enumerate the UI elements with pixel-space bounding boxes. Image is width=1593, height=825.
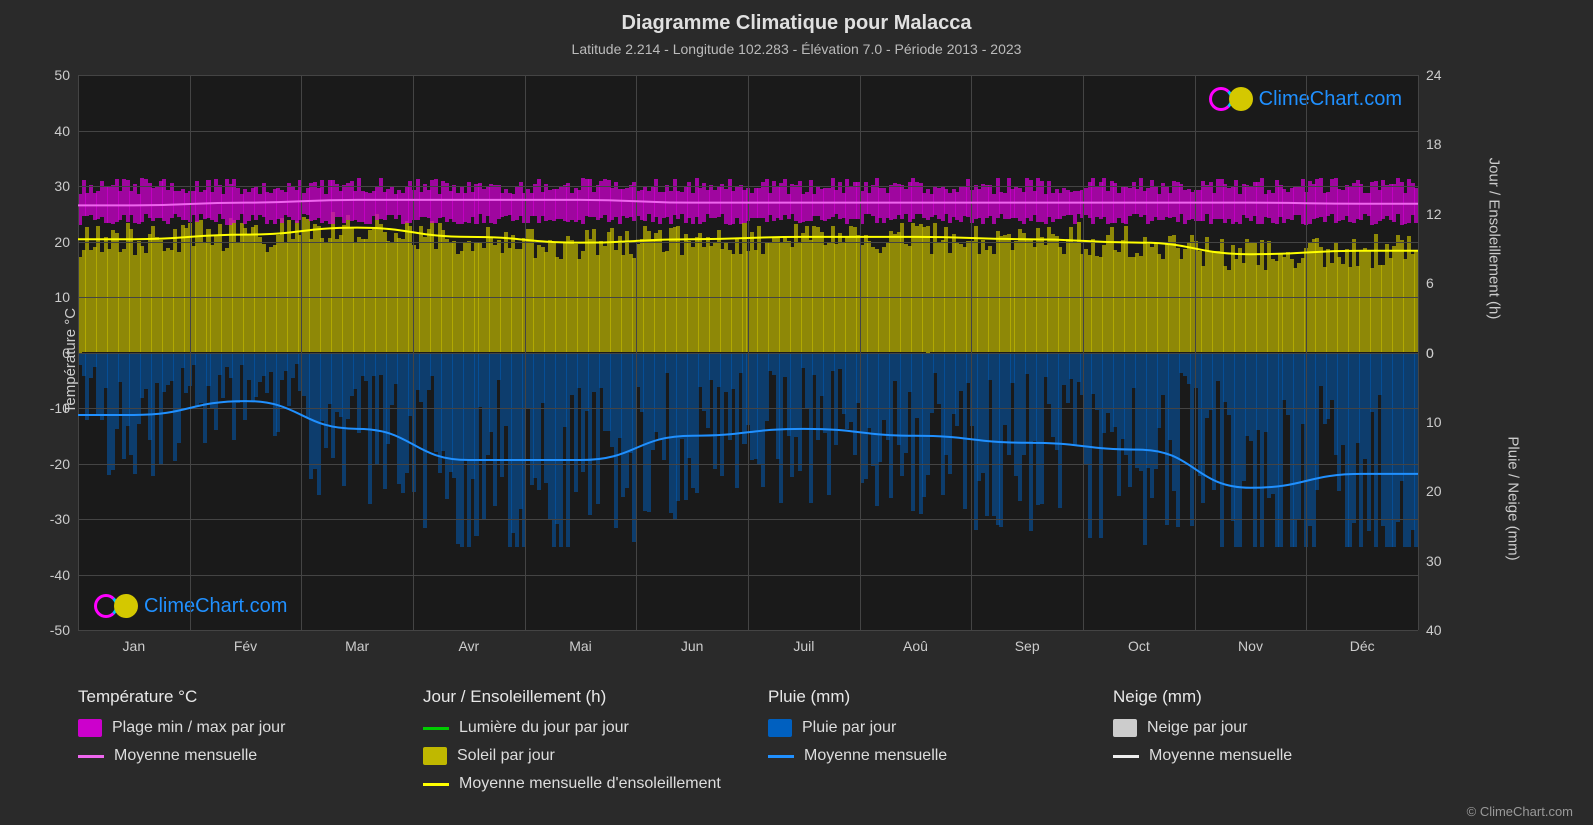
x-tick: Déc: [1350, 638, 1375, 654]
y-axis-left-title: Température °C: [62, 308, 79, 413]
legend-item: Moyenne mensuelle: [78, 747, 383, 765]
legend-label: Moyenne mensuelle d'ensoleillement: [459, 775, 721, 793]
y-tick-right-bottom: 20: [1426, 483, 1442, 499]
y-tick-right-top: 12: [1426, 206, 1442, 222]
y-tick-left: 40: [54, 123, 70, 139]
legend-item: Lumière du jour par jour: [423, 719, 728, 737]
legend-item: Pluie par jour: [768, 719, 1073, 737]
swatch-icon: [423, 783, 449, 786]
legend-header: Température °C: [78, 687, 383, 707]
legend-label: Moyenne mensuelle: [804, 747, 947, 765]
y-tick-left: -40: [50, 567, 70, 583]
x-tick: Mai: [569, 638, 592, 654]
climate-chart: Diagramme Climatique pour Malacca Latitu…: [0, 0, 1593, 825]
legend-label: Moyenne mensuelle: [114, 747, 257, 765]
x-tick: Fév: [234, 638, 257, 654]
x-tick: Jan: [123, 638, 146, 654]
y-tick-right-top: 24: [1426, 67, 1442, 83]
swatch-icon: [78, 719, 102, 737]
x-tick: Mar: [345, 638, 369, 654]
y-axis-right-top-title: Jour / Ensoleillement (h): [1486, 158, 1503, 320]
y-tick-left: -20: [50, 456, 70, 472]
y-tick-right-top: 6: [1426, 275, 1434, 291]
copyright: © ClimeChart.com: [1467, 804, 1573, 819]
swatch-icon: [1113, 755, 1139, 758]
legend: Température °C Plage min / max par jour …: [78, 687, 1418, 803]
legend-col-sun: Jour / Ensoleillement (h) Lumière du jou…: [423, 687, 728, 803]
legend-label: Soleil par jour: [457, 747, 555, 765]
chart-title: Diagramme Climatique pour Malacca: [0, 0, 1593, 35]
y-tick-left: 30: [54, 178, 70, 194]
x-tick: Juil: [793, 638, 814, 654]
legend-header: Neige (mm): [1113, 687, 1418, 707]
swatch-icon: [423, 747, 447, 765]
legend-item: Moyenne mensuelle: [768, 747, 1073, 765]
y-tick-right-top: 18: [1426, 136, 1442, 152]
legend-item: Moyenne mensuelle: [1113, 747, 1418, 765]
y-tick-right-bottom: 10: [1426, 414, 1442, 430]
legend-label: Pluie par jour: [802, 719, 896, 737]
swatch-icon: [1113, 719, 1137, 737]
legend-col-snow: Neige (mm) Neige par jour Moyenne mensue…: [1113, 687, 1418, 803]
legend-label: Neige par jour: [1147, 719, 1248, 737]
legend-col-rain: Pluie (mm) Pluie par jour Moyenne mensue…: [768, 687, 1073, 803]
legend-item: Moyenne mensuelle d'ensoleillement: [423, 775, 728, 793]
y-tick-left: 10: [54, 289, 70, 305]
legend-label: Lumière du jour par jour: [459, 719, 629, 737]
plot-area: ClimeChart.com ClimeChart.com -50-40-30-…: [78, 75, 1418, 630]
y-tick-left: -30: [50, 511, 70, 527]
x-tick: Avr: [458, 638, 479, 654]
y-axis-right-bottom-title: Pluie / Neige (mm): [1504, 436, 1521, 560]
legend-header: Jour / Ensoleillement (h): [423, 687, 728, 707]
swatch-icon: [78, 755, 104, 758]
x-tick: Aoû: [903, 638, 928, 654]
y-tick-left: -50: [50, 622, 70, 638]
y-tick-right-bottom: 40: [1426, 622, 1442, 638]
x-tick: Oct: [1128, 638, 1150, 654]
x-tick: Nov: [1238, 638, 1263, 654]
legend-col-temp: Température °C Plage min / max par jour …: [78, 687, 383, 803]
swatch-icon: [423, 727, 449, 730]
swatch-icon: [768, 755, 794, 758]
y-tick-left: 20: [54, 234, 70, 250]
chart-subtitle: Latitude 2.214 - Longitude 102.283 - Élé…: [0, 35, 1593, 57]
legend-item: Neige par jour: [1113, 719, 1418, 737]
x-tick: Jun: [681, 638, 704, 654]
legend-header: Pluie (mm): [768, 687, 1073, 707]
legend-label: Plage min / max par jour: [112, 719, 285, 737]
y-tick-left: 0: [62, 345, 70, 361]
legend-item: Plage min / max par jour: [78, 719, 383, 737]
y-tick-left: 50: [54, 67, 70, 83]
x-tick: Sep: [1015, 638, 1040, 654]
swatch-icon: [768, 719, 792, 737]
y-tick-right-bottom: 0: [1426, 345, 1434, 361]
legend-item: Soleil par jour: [423, 747, 728, 765]
y-tick-left: -10: [50, 400, 70, 416]
y-tick-right-bottom: 30: [1426, 553, 1442, 569]
legend-label: Moyenne mensuelle: [1149, 747, 1292, 765]
